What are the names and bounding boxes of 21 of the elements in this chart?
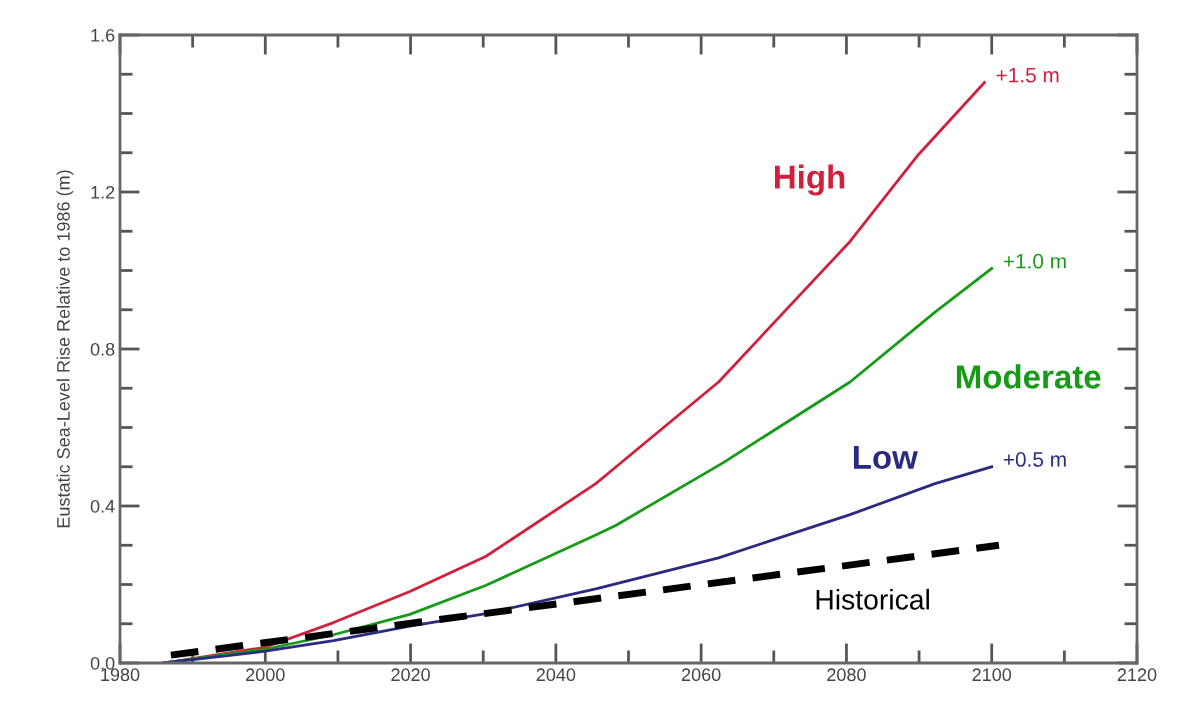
annotation: +1.0 m [1003, 253, 1066, 269]
series-label: Moderate [956, 364, 1101, 389]
y-tick-label: 0.0 [90, 656, 115, 670]
annotation: +0.5 m [1003, 452, 1066, 467]
x-tick-label: 2120 [1117, 668, 1157, 682]
x-tick-label: 2060 [681, 668, 721, 682]
x-tick-label: 2000 [246, 668, 285, 682]
y-axis-title: Eustatic Sea-Level Rise Relative to 1986 (m) [56, 170, 74, 528]
y-tick-label: 1.2 [91, 185, 115, 199]
y-tick-label: 1.6 [91, 28, 115, 42]
annotation: +1.5 m [996, 67, 1059, 83]
y-tick-label: 0.4 [90, 499, 115, 513]
x-tick-label: 2100 [972, 668, 1012, 682]
x-tick-label: 1980 [101, 668, 140, 682]
series-label: Historical [816, 588, 929, 610]
y-tick-label: 0.8 [90, 342, 115, 356]
series-label: High [775, 164, 845, 196]
x-tick-label: 2040 [536, 668, 576, 682]
series-label: Low [853, 445, 918, 470]
x-tick-label: 2080 [827, 668, 866, 682]
x-tick-label: 2020 [391, 668, 430, 682]
